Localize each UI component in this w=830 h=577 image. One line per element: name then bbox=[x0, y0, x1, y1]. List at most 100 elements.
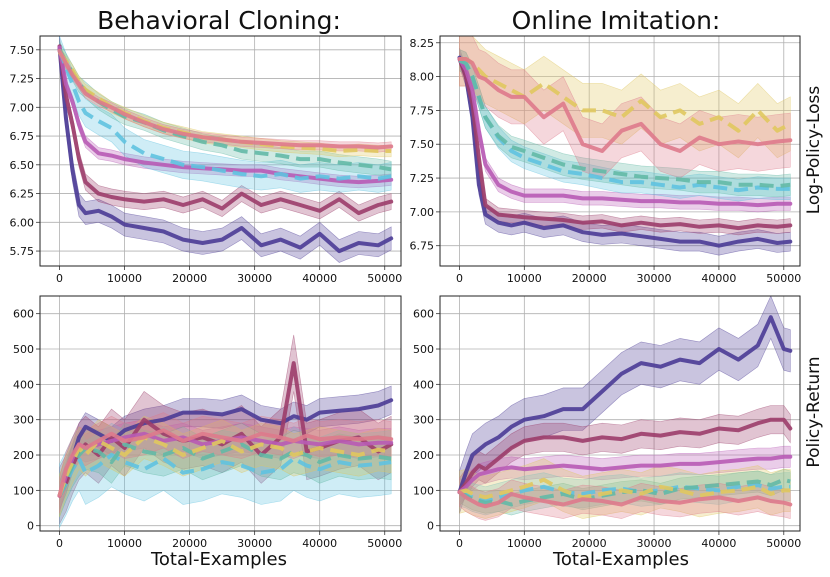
panel-behavioral-cloning-loss: 0 10000 20000 30000 40000 50000 5.75 6.00 6.25 6.… bbox=[10, 35, 402, 285]
x-tick-label: 40000 bbox=[701, 272, 736, 285]
y-tick-label: 7.50 bbox=[10, 44, 35, 57]
y-tick-label: 7.25 bbox=[10, 73, 35, 86]
x-tick-label: 0 bbox=[56, 537, 63, 550]
axes-frame bbox=[39, 35, 402, 267]
column-title-online-imitation: Online Imitation: bbox=[512, 6, 721, 35]
x-tick-label: 50000 bbox=[766, 537, 801, 550]
x-tick-label: 30000 bbox=[637, 537, 672, 550]
x-tick-label: 40000 bbox=[302, 272, 337, 285]
x-tick-label: 0 bbox=[56, 272, 63, 285]
series-line-s7 bbox=[457, 57, 793, 153]
row-label-log-policy-loss: Log-Policy-Loss bbox=[804, 86, 824, 215]
y-tick-label: 400 bbox=[13, 378, 34, 391]
y-tick-label: 0 bbox=[427, 520, 434, 533]
y-tick-label: 8.00 bbox=[410, 71, 435, 84]
series-line-s2 bbox=[457, 57, 793, 231]
series-line-s1 bbox=[57, 398, 394, 498]
x-tick-label: 50000 bbox=[367, 537, 402, 550]
plot-area bbox=[57, 334, 394, 528]
series-line-s5 bbox=[458, 58, 791, 189]
series-line-s6 bbox=[57, 435, 392, 497]
y-tick-label: 400 bbox=[413, 378, 434, 391]
series-band-s3 bbox=[459, 51, 791, 213]
panel-online-imitation-return: 0 10000 20000 30000 40000 50000 0 100 200 300 400 5… bbox=[413, 295, 801, 550]
x-tick-label: 20000 bbox=[572, 537, 607, 550]
y-tick-label: 100 bbox=[413, 484, 434, 497]
x-tick-label: 50000 bbox=[367, 272, 402, 285]
x-tick-label: 10000 bbox=[107, 537, 142, 550]
y-tick-label: 500 bbox=[13, 343, 34, 356]
x-tick-label: 50000 bbox=[766, 272, 801, 285]
y-tick-label: 7.50 bbox=[410, 138, 435, 151]
x-tick-label: 10000 bbox=[107, 272, 142, 285]
series-band-s1 bbox=[59, 36, 392, 263]
row-label-policy-return: Policy-Return bbox=[804, 356, 824, 467]
series-line-s7 bbox=[57, 428, 394, 498]
y-tick-label: 8.25 bbox=[410, 37, 435, 50]
x-axis-title-left: Total-Examples bbox=[150, 549, 287, 570]
x-tick-label: 10000 bbox=[507, 537, 542, 550]
plot-area bbox=[457, 36, 793, 256]
x-tick-label: 20000 bbox=[172, 272, 207, 285]
series-line-s5 bbox=[57, 442, 392, 497]
plot-area bbox=[457, 296, 793, 521]
series-line-s2 bbox=[57, 44, 394, 216]
series-band-s3 bbox=[459, 445, 791, 504]
plot-area bbox=[57, 36, 394, 263]
series-band-s7 bbox=[459, 36, 791, 179]
series-line-s6 bbox=[458, 477, 791, 500]
y-tick-label: 6.00 bbox=[10, 216, 35, 229]
series-line-s3 bbox=[457, 454, 793, 495]
y-tick-label: 7.25 bbox=[410, 172, 435, 185]
x-tick-label: 10000 bbox=[507, 272, 542, 285]
y-tick-label: 200 bbox=[413, 449, 434, 462]
y-tick-label: 600 bbox=[13, 308, 34, 321]
series-line-s2 bbox=[457, 417, 793, 495]
x-tick-label: 20000 bbox=[172, 537, 207, 550]
series-band-s2 bbox=[59, 38, 392, 222]
series-line-s4 bbox=[57, 49, 392, 181]
x-tick-label: 30000 bbox=[637, 272, 672, 285]
y-tick-label: 6.50 bbox=[10, 159, 35, 172]
x-tick-label: 40000 bbox=[701, 537, 736, 550]
panel-behavioral-cloning-return: 0 10000 20000 30000 40000 50000 0 100 200 300 400 5… bbox=[13, 295, 402, 550]
y-tick-label: 7.75 bbox=[410, 104, 435, 117]
series-line-s1 bbox=[457, 55, 793, 248]
x-tick-label: 0 bbox=[456, 272, 463, 285]
series-band-s1 bbox=[459, 48, 791, 256]
y-tick-label: 7.00 bbox=[10, 101, 35, 114]
x-tick-label: 0 bbox=[456, 537, 463, 550]
y-tick-label: 300 bbox=[413, 414, 434, 427]
series-line-s6 bbox=[459, 57, 792, 133]
y-tick-label: 6.75 bbox=[410, 240, 435, 253]
axes-frame bbox=[439, 35, 801, 267]
x-tick-label: 30000 bbox=[237, 272, 272, 285]
column-title-behavioral-cloning: Behavioral Cloning: bbox=[97, 6, 341, 35]
y-tick-label: 6.75 bbox=[10, 130, 35, 143]
axes-frame bbox=[39, 295, 402, 532]
series-band-s5 bbox=[459, 49, 791, 198]
y-tick-label: 500 bbox=[413, 343, 434, 356]
series-line-s3 bbox=[457, 57, 793, 208]
panel-online-imitation-loss: 0 10000 20000 30000 40000 50000 6.75 7.00 7.25 7.… bbox=[410, 35, 801, 285]
x-tick-label: 30000 bbox=[237, 537, 272, 550]
series-band-s4 bbox=[459, 49, 791, 202]
y-tick-label: 0 bbox=[27, 520, 34, 533]
x-tick-label: 20000 bbox=[572, 272, 607, 285]
y-tick-label: 600 bbox=[413, 308, 434, 321]
x-axis-title-right: Total-Examples bbox=[552, 549, 689, 570]
y-tick-label: 5.75 bbox=[10, 245, 35, 258]
series-line-s1 bbox=[57, 45, 394, 254]
series-line-s7 bbox=[457, 490, 793, 509]
y-tick-label: 100 bbox=[13, 484, 34, 497]
axes-frame bbox=[439, 295, 801, 532]
x-tick-label: 40000 bbox=[302, 537, 337, 550]
y-tick-label: 300 bbox=[13, 414, 34, 427]
series-line-s1 bbox=[457, 315, 793, 495]
series-line-s4 bbox=[57, 453, 392, 497]
series-line-s7 bbox=[57, 48, 394, 150]
y-tick-label: 6.25 bbox=[10, 188, 35, 201]
series-line-s6 bbox=[57, 50, 392, 153]
y-tick-label: 7.00 bbox=[410, 206, 435, 219]
